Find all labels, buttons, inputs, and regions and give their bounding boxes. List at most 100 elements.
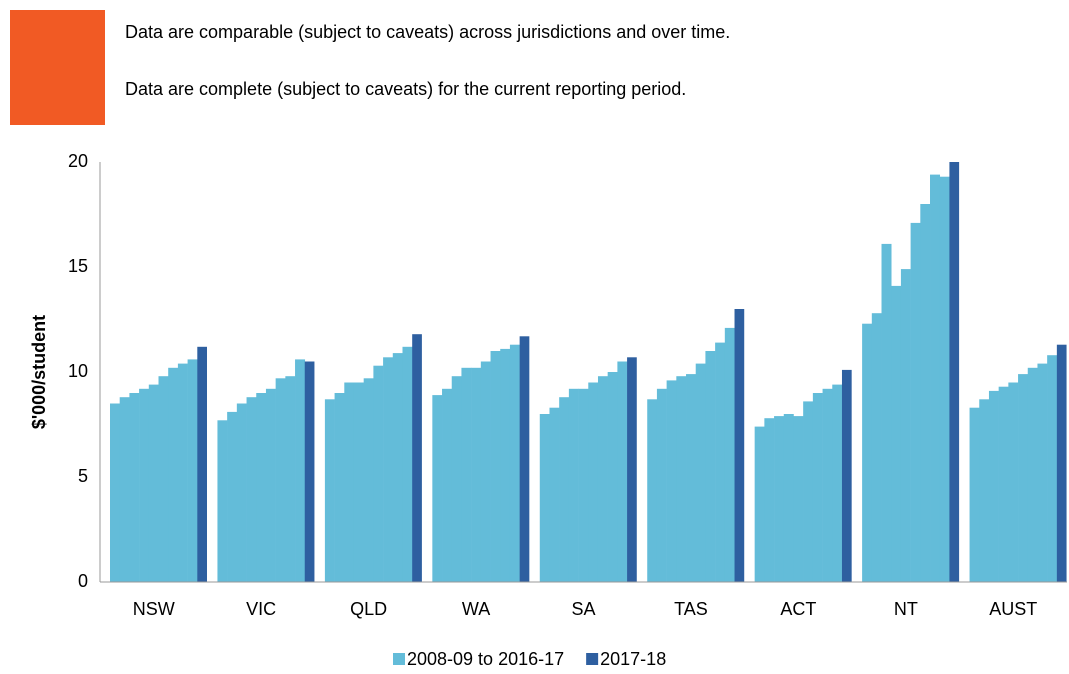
- x-tick-label: QLD: [350, 599, 387, 619]
- bar: [344, 382, 355, 582]
- x-tick-label: TAS: [674, 599, 708, 619]
- note: Data are comparable (subject to caveats)…: [125, 22, 730, 42]
- bar: [607, 372, 618, 582]
- bar: [695, 363, 706, 582]
- bar: [627, 357, 637, 582]
- bar: [1056, 344, 1067, 582]
- bar: [891, 285, 902, 582]
- bar: [432, 395, 443, 582]
- bar: [119, 397, 130, 582]
- bar: [236, 403, 247, 582]
- bar: [881, 243, 892, 582]
- bar: [295, 359, 306, 582]
- bar: [754, 426, 765, 582]
- bar: [139, 388, 150, 582]
- x-tick-label: WA: [462, 599, 490, 619]
- bar: [724, 327, 735, 582]
- bar: [774, 416, 785, 582]
- bar: [461, 367, 472, 582]
- bar: [998, 386, 1009, 582]
- bar: [148, 384, 159, 582]
- bar: [480, 361, 491, 582]
- bar: [656, 388, 667, 582]
- bar: [676, 376, 687, 582]
- bar: [227, 411, 238, 582]
- bar: [1018, 374, 1029, 582]
- bar: [265, 388, 276, 582]
- bar: [1027, 367, 1038, 582]
- bar: [158, 376, 169, 582]
- bar: [373, 365, 384, 582]
- bar: [383, 357, 394, 582]
- bar: [539, 414, 550, 582]
- legend-label: 2017-18: [600, 649, 666, 669]
- bar: [939, 176, 950, 582]
- bar: [168, 367, 179, 582]
- bar: [509, 344, 520, 582]
- bar: [705, 351, 716, 582]
- bar: [862, 323, 873, 582]
- bar: [110, 403, 120, 582]
- bar: [353, 382, 364, 582]
- bar: [304, 361, 315, 582]
- bar: [197, 346, 207, 582]
- bar: [793, 416, 804, 582]
- y-tick-label: 15: [68, 256, 88, 276]
- bar: [1037, 363, 1048, 582]
- bar: [597, 376, 608, 582]
- bar: [490, 351, 501, 582]
- bar: [910, 222, 921, 582]
- bar: [568, 388, 579, 582]
- x-tick-label: AUST: [989, 599, 1037, 619]
- bar: [617, 361, 628, 582]
- bar: [471, 367, 482, 582]
- bar: [764, 418, 775, 582]
- bar: [177, 363, 188, 582]
- bar: [988, 390, 999, 582]
- x-tick-label: ACT: [780, 599, 816, 619]
- bar: [285, 376, 296, 582]
- x-tick-label: VIC: [246, 599, 276, 619]
- bar: [949, 162, 960, 582]
- bar: [803, 401, 814, 582]
- bar: [187, 359, 198, 582]
- bar: [588, 382, 599, 582]
- y-tick-label: 0: [78, 571, 88, 591]
- legend-swatch: [586, 653, 599, 665]
- bar: [900, 269, 911, 582]
- bar: [275, 378, 286, 582]
- bar: [578, 388, 589, 582]
- bar: [666, 380, 677, 582]
- bar: [832, 384, 843, 582]
- bar: [920, 204, 931, 582]
- x-tick-label: SA: [571, 599, 595, 619]
- y-tick-label: 10: [68, 361, 88, 381]
- bar: [841, 369, 852, 582]
- bar: [930, 174, 941, 582]
- y-tick-label: 5: [78, 466, 88, 486]
- bar: [686, 374, 697, 582]
- bar: [559, 397, 570, 582]
- bar: [871, 313, 882, 582]
- bar: [451, 376, 462, 582]
- bar: [969, 407, 980, 582]
- bar: [412, 334, 422, 582]
- x-tick-label: NT: [894, 599, 918, 619]
- bar: [822, 388, 833, 582]
- bar: [442, 388, 453, 582]
- bar: [246, 397, 257, 582]
- bar: [783, 414, 794, 582]
- legend-label: 2008-09 to 2016-17: [407, 649, 564, 669]
- bar: [129, 393, 140, 582]
- note: Data are complete (subject to caveats) f…: [125, 79, 686, 99]
- bar: [1047, 355, 1058, 582]
- bar: [324, 399, 335, 582]
- bar: [979, 399, 990, 582]
- bar: [519, 336, 530, 582]
- bar: [256, 393, 267, 582]
- bar: [363, 378, 374, 582]
- bar: [647, 399, 658, 582]
- bar: [334, 393, 345, 582]
